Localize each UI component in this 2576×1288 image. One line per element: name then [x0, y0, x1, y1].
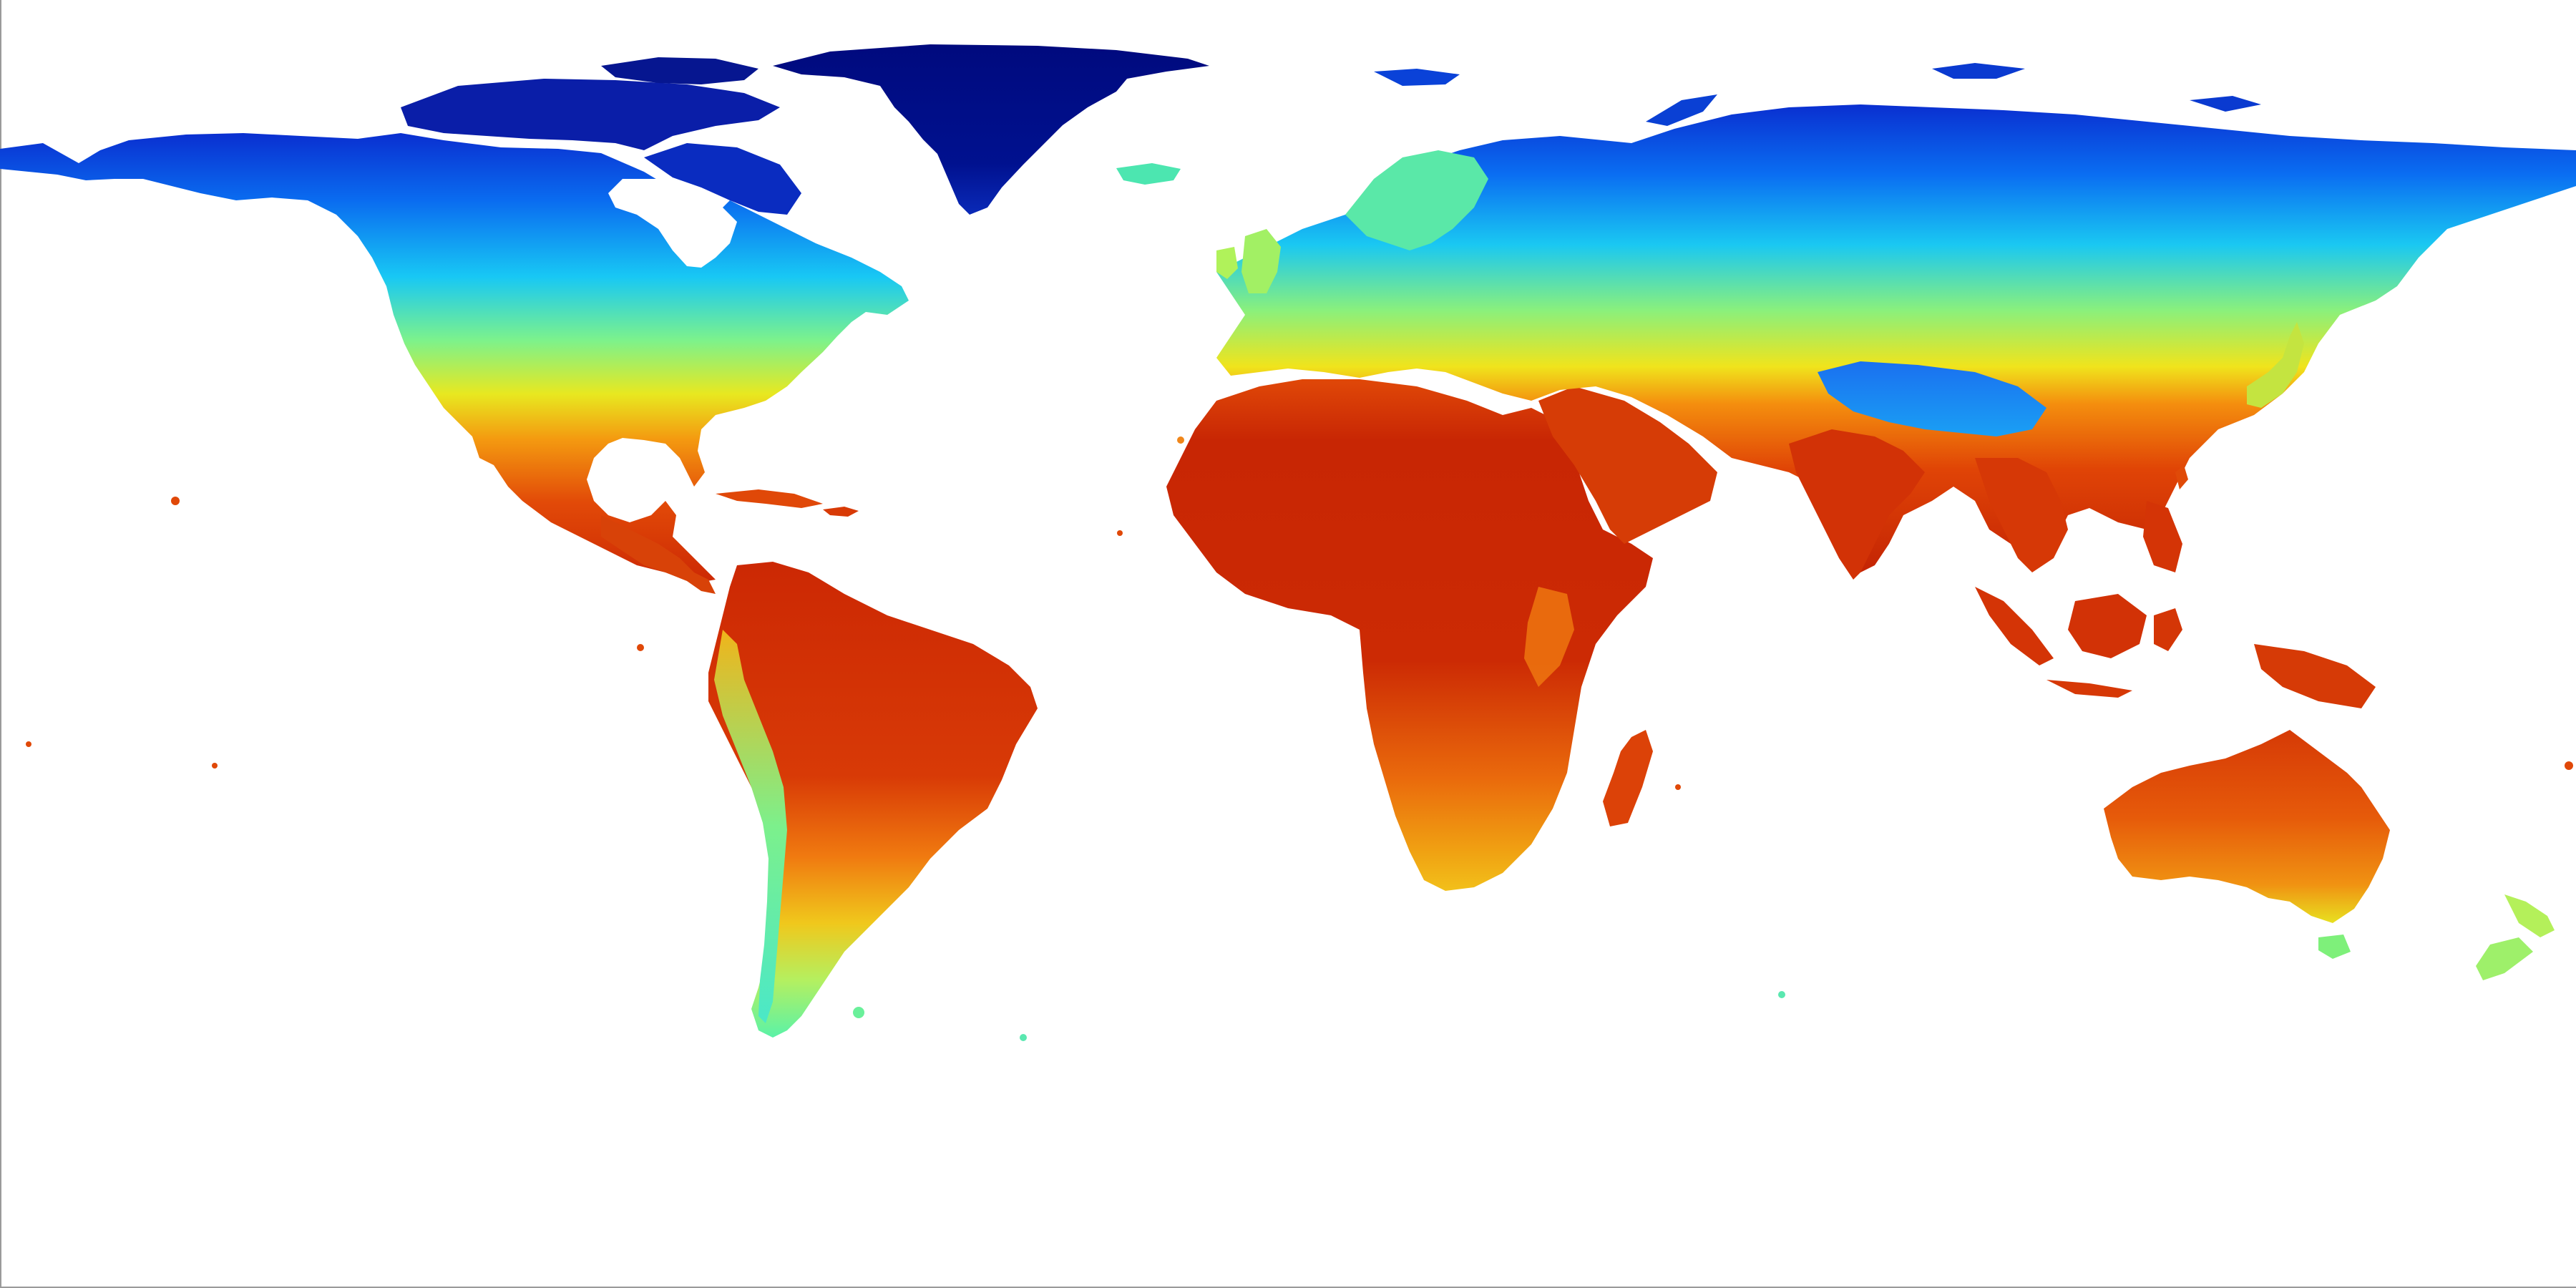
- hudson-bay: [608, 179, 737, 268]
- south-america: [708, 562, 1038, 1038]
- australia: [2104, 730, 2390, 923]
- falkland-islands: [853, 1007, 864, 1018]
- hispaniola: [823, 507, 859, 517]
- ireland: [1216, 247, 1238, 279]
- svalbard: [1374, 69, 1460, 86]
- arctic-archipelago: [401, 79, 780, 150]
- tibetan-plateau: [1818, 361, 2046, 436]
- arabian-peninsula: [1538, 386, 1717, 544]
- new-siberian-islands: [2190, 96, 2261, 112]
- new-zealand-north-island: [2504, 894, 2555, 937]
- new-guinea: [2254, 644, 2376, 708]
- tasmania: [2318, 935, 2351, 959]
- fiji: [2565, 761, 2573, 770]
- samoa: [26, 741, 31, 747]
- borneo: [2068, 594, 2147, 658]
- sumatra: [1975, 587, 2054, 665]
- cape-verde: [1117, 530, 1123, 536]
- hawaii: [171, 497, 180, 505]
- kerguelen: [1778, 991, 1785, 998]
- java: [2046, 680, 2132, 698]
- madagascar: [1603, 730, 1653, 826]
- novaya-zemlya: [1646, 94, 1717, 126]
- eurasia: [1216, 104, 2576, 572]
- east-african-highlands: [1524, 587, 1574, 687]
- baffin-island: [644, 143, 801, 215]
- iceland: [1116, 163, 1181, 185]
- philippines: [2143, 501, 2182, 572]
- japan: [2247, 322, 2304, 408]
- south-georgia: [1020, 1034, 1027, 1041]
- cuba: [716, 489, 823, 508]
- great-britain: [1241, 229, 1281, 293]
- sulawesi: [2154, 608, 2182, 651]
- tahiti: [212, 763, 218, 769]
- severnaya-zemlya: [1932, 63, 2025, 79]
- india: [1789, 429, 1925, 580]
- greenland: [773, 44, 1209, 215]
- taiwan: [2175, 465, 2188, 489]
- ellesmere-island: [601, 57, 758, 84]
- galapagos: [637, 644, 644, 651]
- canary-islands: [1177, 436, 1184, 444]
- scandinavia: [1345, 150, 1488, 250]
- andes: [714, 630, 787, 1023]
- southeast-asia: [1975, 458, 2068, 572]
- africa: [1166, 379, 1653, 891]
- central-america: [601, 515, 716, 594]
- mauritius: [1675, 784, 1681, 790]
- new-zealand-south-island: [2476, 937, 2533, 980]
